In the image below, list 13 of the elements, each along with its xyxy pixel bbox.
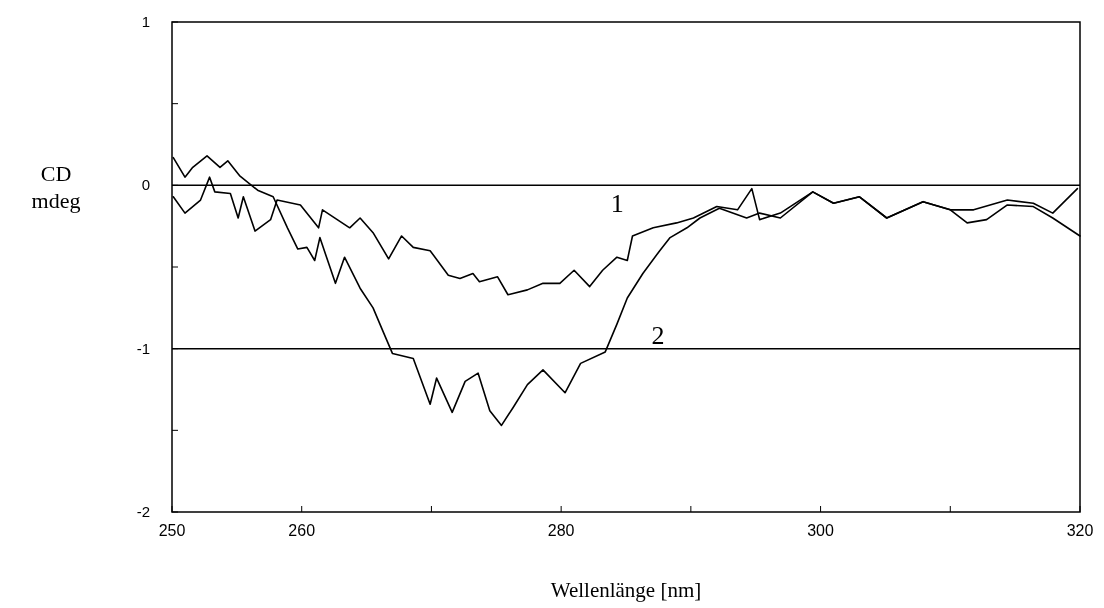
x-tick-label: 260	[288, 522, 316, 539]
y-tick-label: -1	[136, 339, 150, 357]
x-tick-label: 300	[807, 522, 835, 539]
x-tick-label: 250	[158, 522, 186, 539]
y-axis-title: CD mdeg	[31, 161, 81, 213]
series-label: 2	[651, 321, 665, 351]
x-axis-title: Wellenlänge [nm]	[550, 578, 702, 602]
y-tick-label: -2	[136, 503, 150, 520]
y-tick-label: 0	[141, 176, 150, 194]
x-tick-label: 320	[1066, 522, 1094, 539]
x-tick-label: 280	[547, 522, 575, 539]
y-tick-label: 1	[141, 13, 150, 30]
series-label: 1	[610, 189, 624, 219]
